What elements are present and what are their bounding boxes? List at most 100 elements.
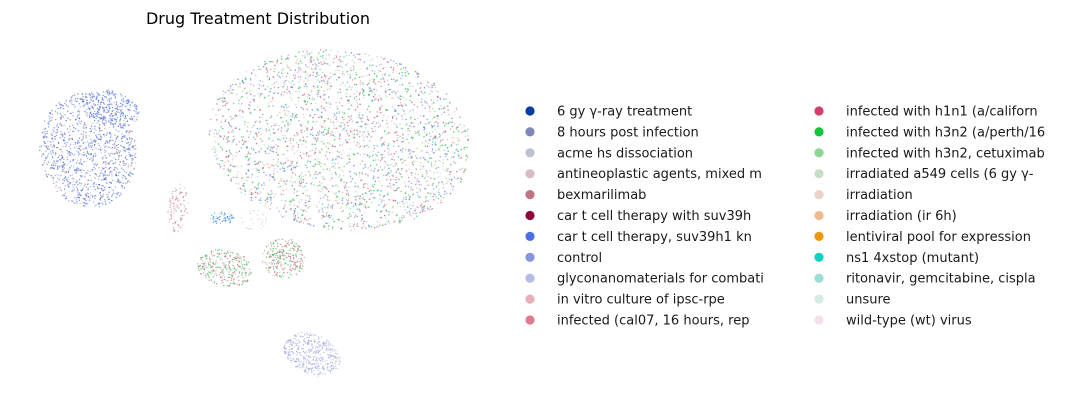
data-point: [114, 141, 117, 143]
data-point: [280, 55, 283, 57]
data-point: [398, 220, 400, 222]
data-point: [62, 179, 64, 181]
data-point: [299, 361, 301, 363]
data-point: [81, 175, 84, 177]
data-point: [276, 242, 279, 245]
data-point: [409, 152, 411, 154]
data-point: [219, 165, 222, 168]
data-point: [348, 119, 351, 122]
data-point: [397, 167, 400, 170]
data-point: [262, 188, 265, 190]
data-point: [76, 202, 78, 205]
data-point: [303, 100, 306, 102]
data-point: [426, 207, 429, 209]
data-point: [361, 214, 363, 216]
data-point: [295, 344, 298, 346]
data-point: [63, 180, 66, 182]
data-point: [398, 178, 400, 181]
data-point: [284, 181, 287, 184]
data-point: [122, 127, 125, 129]
data-point: [356, 223, 359, 225]
data-point: [318, 344, 320, 346]
data-point: [292, 137, 295, 140]
data-point: [260, 68, 262, 71]
data-point: [439, 146, 441, 148]
data-point: [57, 177, 59, 179]
data-point: [304, 174, 307, 176]
data-point: [308, 115, 311, 117]
data-point: [289, 137, 292, 140]
data-point: [426, 118, 429, 121]
data-point: [367, 224, 370, 226]
data-point: [49, 120, 51, 122]
data-point: [103, 107, 105, 109]
data-point: [76, 141, 79, 143]
data-point: [451, 121, 453, 123]
data-point: [283, 170, 285, 173]
data-point: [50, 151, 52, 153]
data-point: [335, 69, 337, 71]
data-point: [324, 109, 327, 111]
data-point: [134, 139, 136, 141]
data-point: [279, 261, 281, 263]
data-point: [464, 168, 466, 170]
data-point: [85, 111, 88, 114]
data-point: [78, 199, 81, 201]
data-point: [256, 213, 258, 215]
data-point: [130, 140, 133, 142]
data-point: [344, 84, 347, 87]
data-point: [407, 206, 409, 208]
data-point: [430, 84, 433, 86]
data-point: [269, 196, 271, 198]
data-point: [215, 222, 218, 224]
data-point: [356, 215, 359, 218]
data-point: [362, 90, 365, 92]
data-point: [280, 263, 282, 265]
data-point: [229, 256, 231, 258]
data-point: [381, 154, 384, 156]
data-point: [296, 266, 298, 269]
data-point: [69, 148, 72, 150]
data-point: [326, 365, 328, 368]
data-point: [358, 146, 360, 149]
data-point: [135, 148, 137, 150]
data-point: [246, 263, 248, 265]
data-point: [224, 278, 226, 281]
data-point: [319, 356, 322, 359]
data-point: [424, 187, 426, 190]
data-point: [277, 128, 280, 130]
data-point: [381, 168, 384, 171]
data-point: [368, 90, 371, 92]
data-point: [280, 162, 283, 165]
data-point: [302, 186, 304, 189]
data-point: [72, 181, 75, 183]
data-point: [239, 82, 241, 85]
data-point: [329, 354, 331, 356]
data-point: [298, 363, 300, 365]
data-point: [283, 93, 285, 96]
data-point: [100, 170, 102, 172]
data-point: [335, 158, 338, 160]
data-point: [386, 133, 388, 135]
data-point: [285, 76, 288, 78]
data-point: [367, 82, 370, 85]
data-point: [294, 69, 297, 71]
data-point: [89, 197, 91, 199]
data-point: [307, 122, 309, 124]
data-point: [419, 157, 422, 159]
data-point: [282, 269, 284, 271]
data-point: [363, 131, 366, 133]
data-point: [249, 217, 251, 219]
data-point: [347, 199, 349, 202]
data-point: [435, 167, 437, 169]
data-point: [105, 106, 108, 108]
data-point: [460, 156, 463, 158]
data-point: [307, 93, 310, 96]
data-point: [354, 109, 357, 111]
data-point: [362, 223, 365, 225]
data-point: [357, 103, 359, 106]
data-point: [110, 181, 113, 183]
data-point: [434, 128, 437, 130]
data-point: [363, 225, 365, 228]
data-point: [348, 135, 350, 137]
